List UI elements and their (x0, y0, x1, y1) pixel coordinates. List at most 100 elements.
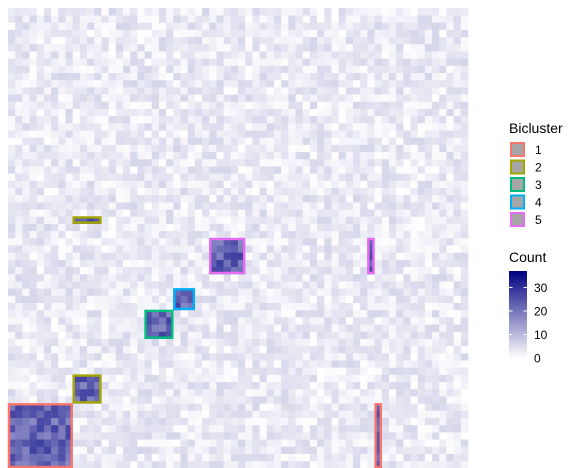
heatmap-cell (123, 424, 131, 433)
heatmap-cell (417, 424, 426, 433)
heatmap-cell (259, 230, 268, 239)
heatmap-cell (309, 101, 318, 109)
heatmap-cell (101, 381, 109, 390)
heatmap-cell (309, 144, 318, 153)
heatmap-cell (115, 22, 124, 30)
heatmap-cell (144, 15, 153, 23)
heatmap-cell (151, 180, 160, 188)
heatmap-cell (388, 115, 397, 124)
heatmap-cell (338, 360, 347, 368)
heatmap-cell (245, 338, 253, 347)
heatmap-cell (216, 216, 224, 224)
heatmap-cell (216, 432, 224, 440)
heatmap-cell (259, 453, 268, 462)
heatmap-cell (187, 130, 196, 138)
heatmap-cell (15, 460, 23, 468)
heatmap-cell (216, 144, 224, 153)
heatmap-cell (8, 194, 16, 203)
heatmap-cell (194, 180, 203, 188)
heatmap-cell (87, 432, 95, 440)
heatmap-cell (460, 108, 469, 117)
heatmap-cell (360, 417, 368, 426)
heatmap-cell (65, 460, 73, 468)
heatmap-cell (166, 202, 174, 210)
heatmap-cell (367, 65, 375, 73)
heatmap-cell (94, 202, 102, 210)
heatmap-cell (288, 230, 296, 239)
bicluster-legend-key-4 (510, 194, 525, 210)
heatmap-cell (43, 158, 52, 167)
heatmap-cell (432, 432, 440, 440)
heatmap-cell (36, 202, 45, 210)
heatmap-cell (8, 43, 16, 52)
heatmap-cell (353, 381, 361, 390)
heatmap-cell (15, 36, 23, 45)
heatmap-cell (432, 446, 440, 454)
heatmap-cell (288, 58, 296, 66)
heatmap-cell (166, 309, 174, 318)
heatmap-cell (130, 79, 138, 88)
heatmap-cell (108, 144, 117, 153)
heatmap-cell (388, 223, 397, 232)
heatmap-cell (8, 245, 16, 253)
heatmap-cell (187, 266, 196, 275)
heatmap-cell (173, 43, 181, 52)
heatmap-cell (123, 15, 131, 23)
heatmap-cell (345, 252, 354, 260)
heatmap-cell (381, 15, 390, 23)
heatmap-cell (273, 317, 282, 325)
heatmap-cell (173, 288, 181, 296)
heatmap-cell (166, 460, 174, 468)
heatmap-cell (65, 29, 73, 38)
heatmap-cell (72, 245, 81, 253)
heatmap-cell (439, 273, 447, 282)
heatmap-cell (309, 345, 318, 354)
heatmap-cell (158, 245, 167, 253)
heatmap-cell (396, 29, 404, 38)
heatmap-cell (51, 238, 59, 246)
heatmap-cell (403, 238, 411, 246)
heatmap-cell (374, 166, 383, 174)
heatmap-cell (259, 424, 268, 433)
heatmap-cell (446, 187, 454, 196)
heatmap-cell (410, 446, 418, 454)
heatmap-cell (374, 202, 383, 210)
heatmap-cell (439, 216, 447, 224)
heatmap-cell (173, 209, 181, 217)
heatmap-cell (115, 36, 124, 45)
heatmap-cell (230, 360, 239, 368)
heatmap-cell (29, 439, 38, 447)
heatmap-cell (432, 345, 440, 354)
heatmap-cell (338, 65, 347, 73)
heatmap-cell (144, 324, 153, 332)
heatmap-cell (216, 410, 224, 418)
heatmap-cell (302, 94, 311, 102)
heatmap-cell (180, 403, 188, 411)
heatmap-cell (22, 22, 30, 30)
heatmap-cell (194, 259, 203, 268)
heatmap-cell (331, 439, 339, 447)
heatmap-cell (374, 338, 383, 347)
heatmap-cell (281, 8, 289, 16)
heatmap-cell (331, 324, 339, 332)
heatmap-cell (317, 187, 325, 196)
heatmap-cell (123, 403, 131, 411)
heatmap-cell (453, 252, 462, 260)
heatmap-cell (410, 432, 418, 440)
heatmap-cell (446, 410, 454, 418)
heatmap-cell (22, 87, 30, 95)
heatmap-cell (388, 403, 397, 411)
heatmap-cell (36, 65, 45, 73)
heatmap-cell (288, 209, 296, 217)
heatmap-cell (223, 460, 232, 468)
heatmap-cell (166, 360, 174, 368)
heatmap-cell (58, 238, 66, 246)
heatmap-cell (209, 29, 217, 38)
heatmap-cell (209, 353, 217, 361)
heatmap-cell (410, 209, 418, 217)
heatmap-cell (446, 123, 454, 131)
heatmap-cell (345, 374, 354, 383)
heatmap-cell (15, 353, 23, 361)
heatmap-cell (58, 266, 66, 275)
heatmap-cell (187, 51, 196, 59)
